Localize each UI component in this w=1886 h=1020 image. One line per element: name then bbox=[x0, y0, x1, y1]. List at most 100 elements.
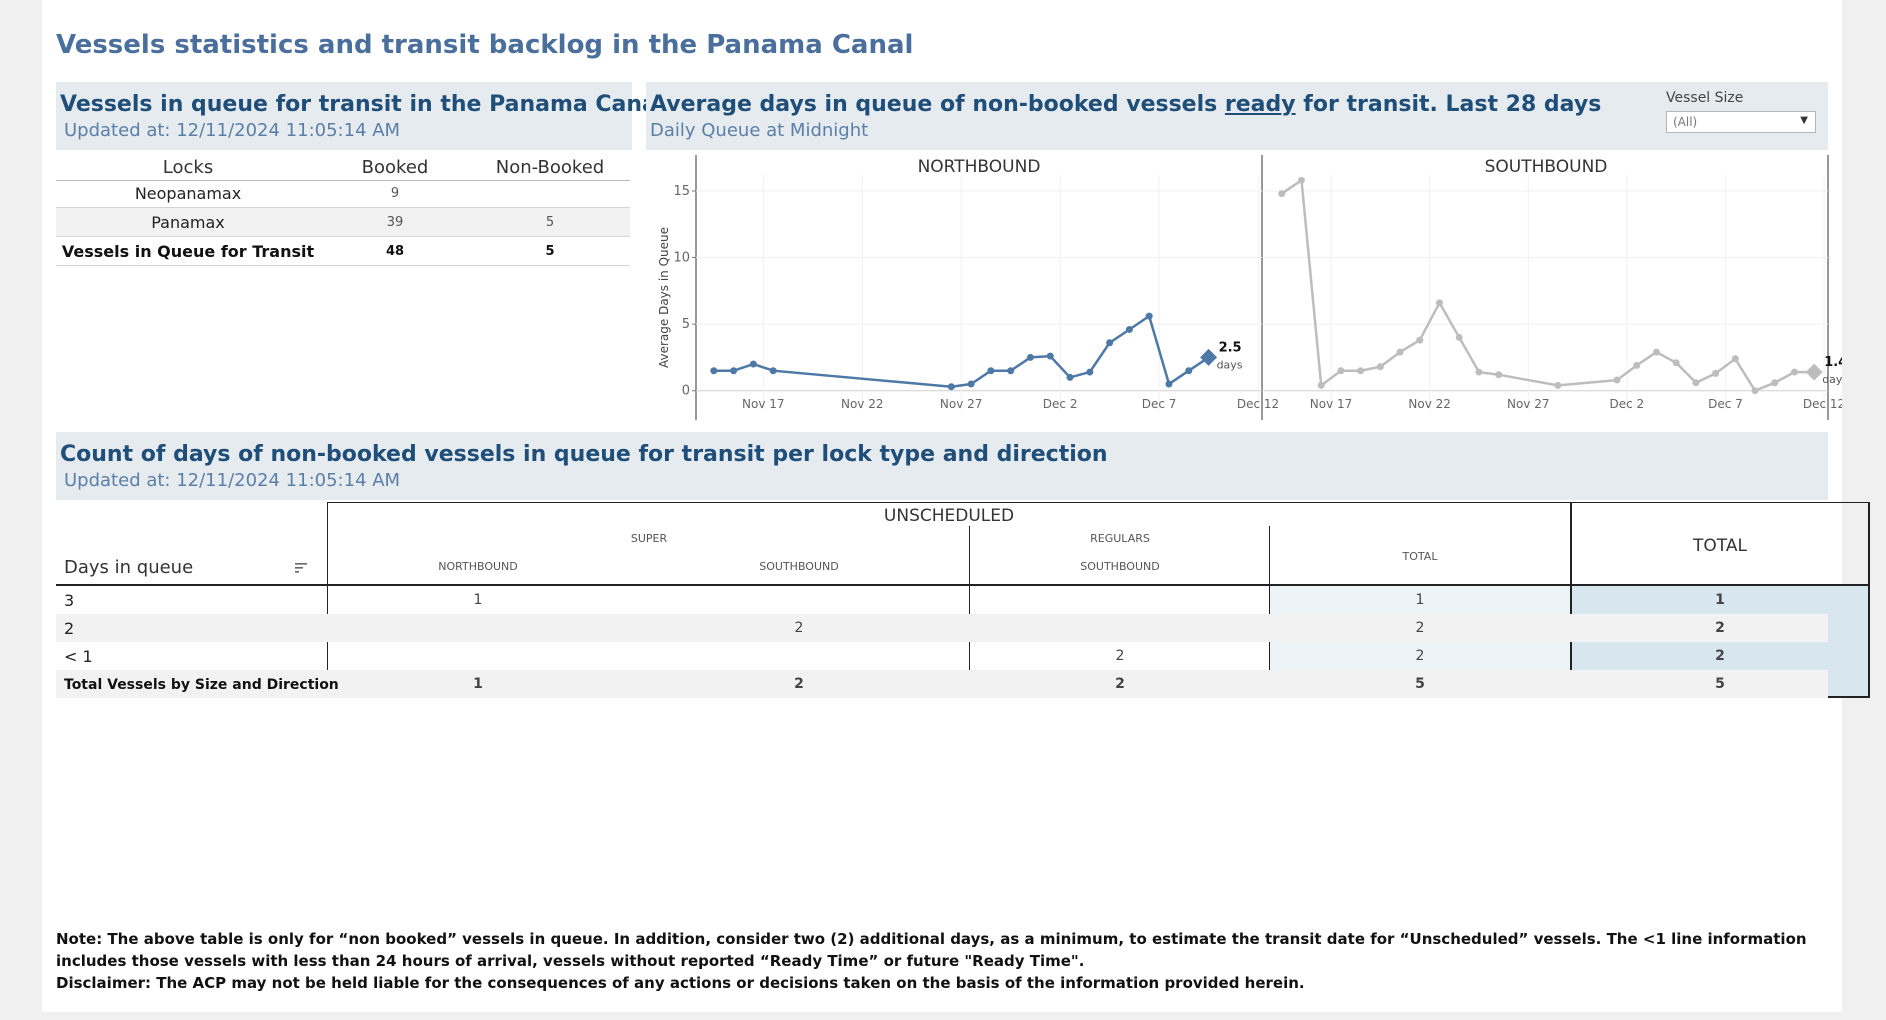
southbound-regulars-count: 2 bbox=[1115, 648, 1125, 664]
queue-panel-title: Vessels in queue for transit in the Pana… bbox=[60, 92, 665, 117]
disclaimer-text: Disclaimer: The ACP may not be held liab… bbox=[56, 974, 1305, 992]
lock-name: Panamax bbox=[151, 213, 225, 232]
col-southbound-regulars: SOUTHBOUND bbox=[1080, 560, 1160, 573]
col-subtotal: TOTAL bbox=[1402, 550, 1438, 563]
x-tick-label: Nov 27 bbox=[940, 397, 983, 411]
non-booked-count: 5 bbox=[545, 244, 555, 259]
data-point bbox=[749, 360, 757, 368]
unscheduled-header: UNSCHEDULED bbox=[883, 506, 1015, 526]
panel-header-southbound: SOUTHBOUND bbox=[1485, 157, 1608, 177]
table-row: < 1 2 2 2 bbox=[56, 642, 1828, 670]
super-header: SUPER bbox=[630, 532, 668, 545]
data-point bbox=[1455, 333, 1463, 341]
avg-title-post: for transit. Last 28 days bbox=[1295, 92, 1602, 117]
data-point bbox=[1652, 348, 1660, 356]
sort-icon[interactable] bbox=[294, 560, 308, 574]
data-point bbox=[1475, 368, 1483, 376]
southbound-regulars-count: 2 bbox=[1115, 676, 1125, 692]
regulars-header: REGULARS bbox=[1090, 532, 1150, 545]
data-point bbox=[1026, 353, 1034, 361]
panel-header-northbound: NORTHBOUND bbox=[918, 157, 1041, 177]
data-point bbox=[1633, 361, 1641, 369]
southbound-super-count: 2 bbox=[794, 676, 804, 692]
x-tick-label: Nov 17 bbox=[742, 397, 785, 411]
data-point bbox=[1790, 368, 1798, 376]
data-point bbox=[1046, 352, 1054, 360]
x-tick-label: Dec 7 bbox=[1708, 397, 1743, 411]
table-row: 2 2 2 2 bbox=[56, 614, 1828, 642]
days-label: 3 bbox=[64, 591, 75, 610]
x-tick-label: Dec 2 bbox=[1043, 397, 1078, 411]
booked-count: 9 bbox=[390, 186, 400, 201]
lock-name: Neopanamax bbox=[134, 184, 242, 203]
booked-count: 39 bbox=[386, 215, 404, 230]
data-point bbox=[1317, 381, 1325, 389]
data-point bbox=[1771, 379, 1779, 387]
col-northbound: NORTHBOUND bbox=[438, 560, 518, 573]
table-row-total: Total Vessels by Size and Direction 1 2 … bbox=[56, 670, 1828, 698]
data-point bbox=[1495, 371, 1503, 379]
subtotal-count: 5 bbox=[1415, 676, 1425, 692]
table-row: Panamax 39 5 bbox=[56, 208, 630, 237]
vessel-size-label: Vessel Size bbox=[1666, 90, 1744, 106]
data-point bbox=[1007, 367, 1015, 375]
days-label: Total Vessels by Size and Direction bbox=[64, 677, 339, 693]
avg-title-pre: Average days in queue of non-booked vess… bbox=[650, 92, 1225, 117]
count-panel-header: Count of days of non-booked vessels in q… bbox=[56, 432, 1828, 500]
avg-days-chart: Average Days in Queue 0 5 10 15 NORTHBOUND Nov… bbox=[657, 155, 1842, 420]
data-point bbox=[1731, 355, 1739, 363]
avg-panel-title: Average days in queue of non-booked vess… bbox=[650, 92, 1601, 117]
footnote: Note: The above table is only for “non b… bbox=[56, 928, 1836, 994]
col-total: TOTAL bbox=[1693, 536, 1747, 556]
y-axis-label: Average Days in Queue bbox=[657, 227, 671, 368]
subtotal-count: 2 bbox=[1415, 648, 1425, 664]
data-point bbox=[1125, 325, 1133, 333]
data-point bbox=[1357, 367, 1365, 375]
queue-panel-header: Vessels in queue for transit in the Pana… bbox=[56, 82, 664, 150]
x-tick-label: Nov 22 bbox=[1408, 397, 1451, 411]
count-panel-title: Count of days of non-booked vessels in q… bbox=[60, 442, 1108, 467]
table-row: Neopanamax 9 bbox=[56, 179, 630, 208]
avg-panel-header: Average days in queue of non-booked vess… bbox=[646, 82, 1828, 150]
header-non-booked: Non-Booked bbox=[495, 157, 605, 178]
data-point bbox=[730, 367, 738, 375]
days-in-queue-header: Days in queue bbox=[64, 557, 194, 578]
subtotal-count: 2 bbox=[1415, 620, 1425, 636]
x-tick-label: Dec 12 bbox=[1803, 397, 1842, 411]
days-label: < 1 bbox=[64, 647, 93, 666]
subtotal-count: 1 bbox=[1415, 592, 1425, 608]
x-tick-label: Nov 17 bbox=[1310, 397, 1353, 411]
last-value-label: 2.5 bbox=[1219, 340, 1242, 355]
ready-link[interactable]: ready bbox=[1224, 92, 1296, 117]
data-point bbox=[1106, 339, 1114, 347]
data-point bbox=[1751, 387, 1759, 395]
data-point bbox=[1692, 379, 1700, 387]
header-booked: Booked bbox=[361, 157, 429, 178]
data-point bbox=[1554, 381, 1562, 389]
dashboard-canvas: Vessels statistics and transit backlog i… bbox=[42, 0, 1870, 1012]
table-row-total: Vessels in Queue for Transit 48 5 bbox=[56, 237, 630, 266]
count-panel-updated: Updated at: 12/11/2024 11:05:14 AM bbox=[64, 470, 401, 491]
data-point bbox=[1278, 190, 1286, 198]
data-point bbox=[1436, 299, 1444, 307]
vessel-size-dropdown[interactable]: (All) ▼ bbox=[1666, 111, 1816, 133]
queue-panel-updated: Updated at: 12/11/2024 11:05:14 AM bbox=[64, 120, 401, 141]
data-point bbox=[769, 367, 777, 375]
data-point bbox=[1337, 367, 1345, 375]
header-locks: Locks bbox=[162, 157, 214, 178]
data-point bbox=[1712, 369, 1720, 377]
vessel-size-value: (All) bbox=[1673, 115, 1698, 129]
data-point bbox=[1613, 376, 1621, 384]
last-point-marker bbox=[1200, 348, 1218, 366]
data-point bbox=[967, 380, 975, 388]
data-point bbox=[1086, 368, 1094, 376]
x-tick-label: Nov 27 bbox=[1507, 397, 1550, 411]
data-point bbox=[1066, 373, 1074, 381]
table-row: 3 1 1 1 bbox=[56, 586, 1828, 614]
lock-name: Vessels in Queue for Transit bbox=[61, 242, 315, 261]
y-tick-label: 15 bbox=[673, 184, 690, 199]
note-text: Note: The above table is only for “non b… bbox=[56, 930, 1807, 970]
southbound-super-count: 2 bbox=[794, 620, 804, 636]
northbound-count: 1 bbox=[473, 676, 483, 692]
data-point bbox=[987, 367, 995, 375]
